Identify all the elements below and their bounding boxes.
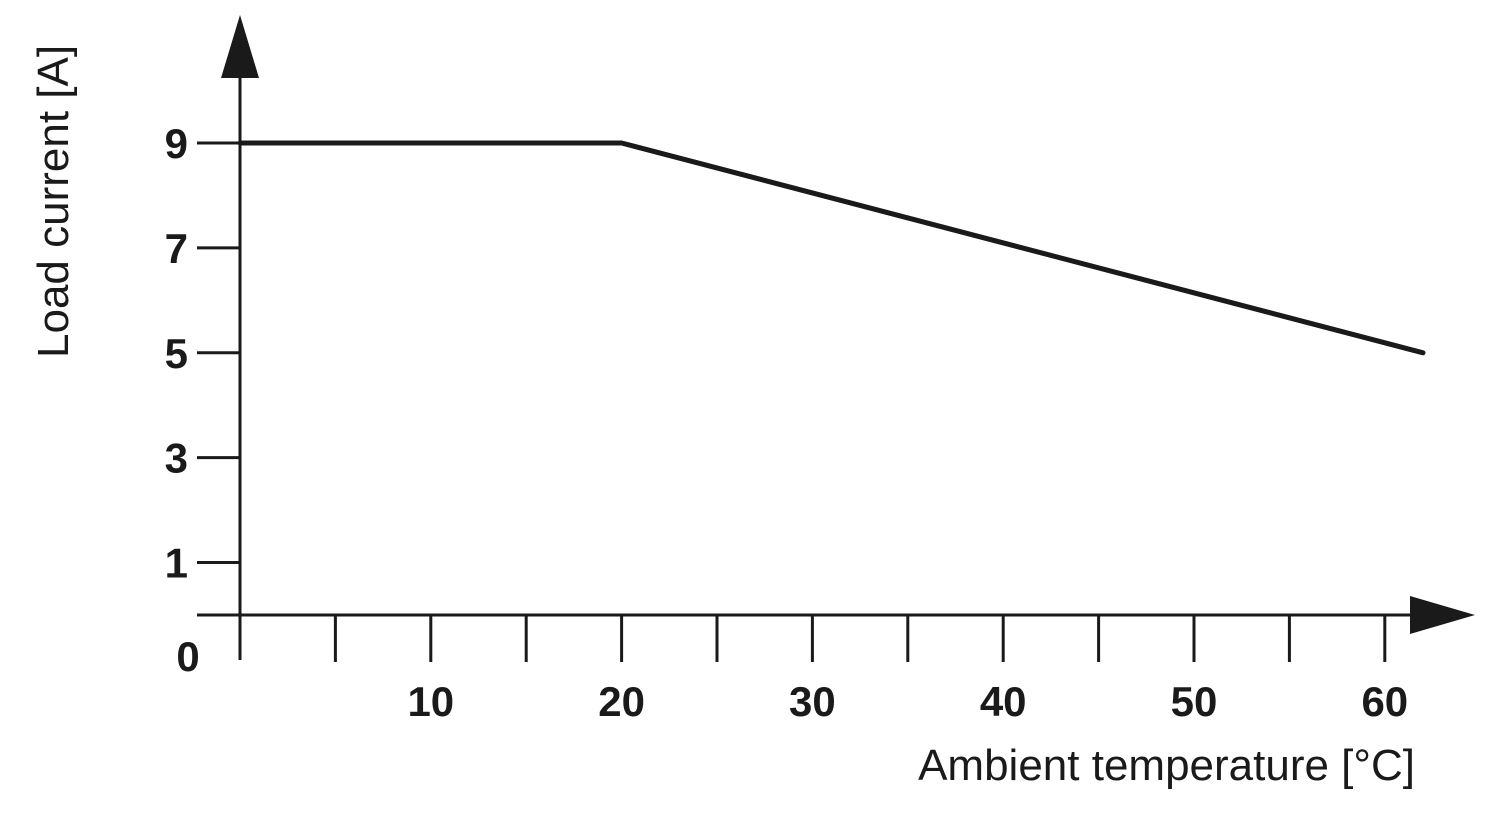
x-tick-label-60: 60 bbox=[1361, 678, 1408, 725]
origin-label: 0 bbox=[176, 633, 199, 680]
series-line-0 bbox=[237, 140, 1426, 356]
y-axis-arrow bbox=[221, 15, 259, 78]
x-axis-arrow bbox=[1410, 596, 1475, 634]
series-group bbox=[237, 140, 1426, 356]
y-axis-title: Load current [A] bbox=[29, 45, 78, 358]
y-tick-label-9: 9 bbox=[165, 120, 188, 167]
axes bbox=[197, 15, 1475, 660]
x-tick-label-20: 20 bbox=[598, 678, 645, 725]
x-tick-label-10: 10 bbox=[407, 678, 454, 725]
x-tick-label-30: 30 bbox=[789, 678, 836, 725]
tick-labels: 10 20 30 40 50 60 1 3 5 7 9 0 bbox=[165, 120, 1409, 725]
x-tick-label-40: 40 bbox=[980, 678, 1027, 725]
x-axis-title: Ambient temperature [°C] bbox=[918, 741, 1415, 790]
y-tick-label-5: 5 bbox=[165, 330, 188, 377]
y-tick-label-3: 3 bbox=[165, 435, 188, 482]
x-tick-label-50: 50 bbox=[1171, 678, 1218, 725]
y-tick-label-1: 1 bbox=[165, 540, 188, 587]
y-tick-label-7: 7 bbox=[165, 225, 188, 272]
ticks bbox=[197, 141, 1387, 662]
